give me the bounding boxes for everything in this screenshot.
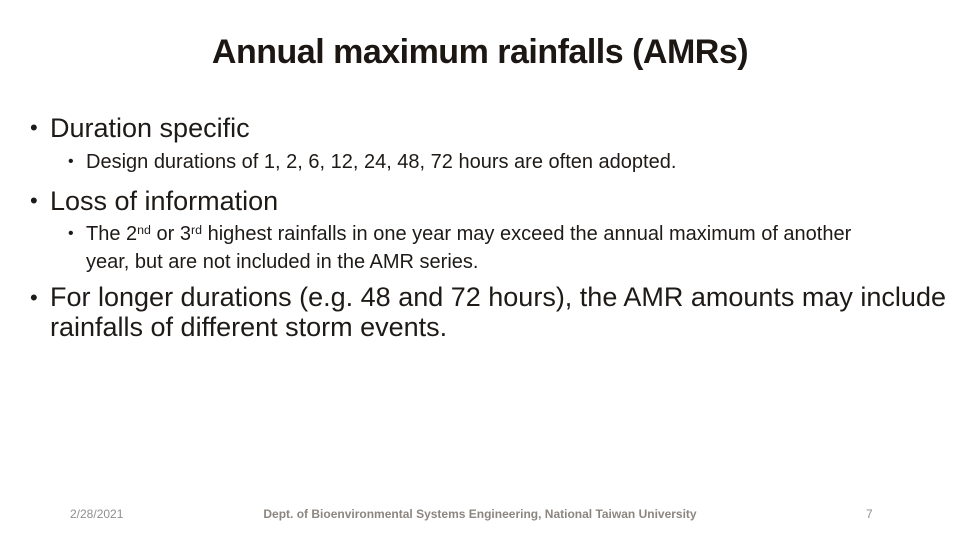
- text-line: year, but are not included in the AMR se…: [86, 251, 479, 273]
- bullet-marker: •: [68, 225, 74, 242]
- bullet-marker: •: [68, 153, 74, 170]
- text-fragment: The 2: [86, 223, 138, 245]
- footer-date: 2/28/2021: [70, 507, 124, 521]
- bullet-marker: •: [30, 115, 38, 140]
- subbullet-design-durations: • Design durations of 1, 2, 6, 12, 24, 4…: [68, 149, 946, 175]
- bullet-marker: •: [30, 285, 38, 310]
- bullet-longer-durations: • For longer durations (e.g. 48 and 72 h…: [30, 282, 946, 342]
- bullet-text: Duration specific: [50, 113, 250, 143]
- bullet-text: Loss of information: [50, 186, 279, 216]
- bullet-marker: •: [30, 188, 38, 213]
- text-fragment: highest rainfalls in one year may exceed…: [202, 223, 852, 245]
- text-line: rainfalls of different storm events.: [50, 312, 448, 342]
- text-fragment: or 3: [150, 223, 191, 245]
- subbullet-text: The 2nd or 3rd highest rainfalls in one …: [86, 221, 946, 275]
- text-line: For longer durations (e.g. 48 and 72 hou…: [50, 282, 946, 312]
- footer-department: Dept. of Bioenvironmental Systems Engine…: [263, 507, 697, 521]
- ordinal-superscript: nd: [137, 223, 151, 238]
- ordinal-superscript: rd: [190, 223, 203, 238]
- subbullet-text: Design durations of 1, 2, 6, 12, 24, 48,…: [86, 151, 677, 173]
- slide-title: Annual maximum rainfalls (AMRs): [211, 33, 749, 71]
- bullet-text: For longer durations (e.g. 48 and 72 hou…: [50, 282, 946, 342]
- footer-page-number: 7: [866, 507, 873, 521]
- text-line: The 2nd or 3rd highest rainfalls in one …: [86, 221, 946, 249]
- bullet-duration-specific: • Duration specific: [30, 112, 930, 144]
- bullet-loss-of-information: • Loss of information: [30, 185, 930, 217]
- subbullet-loss-detail: • The 2nd or 3rd highest rainfalls in on…: [68, 221, 946, 275]
